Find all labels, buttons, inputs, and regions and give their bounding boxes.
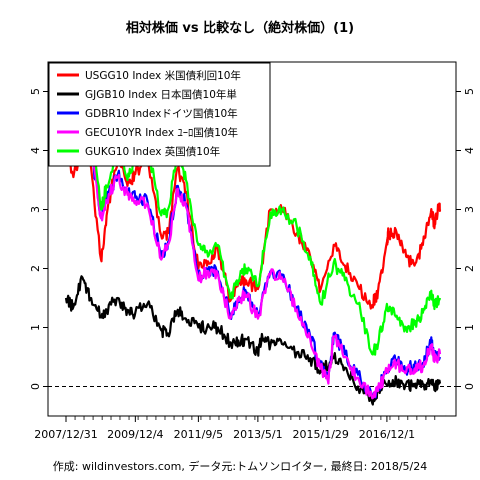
series-line [64,144,442,310]
legend-label: GDBR10 Indexドイツ国債10年 [85,107,238,120]
plot-frame [47,61,457,417]
chart-footer: 作成: wildinvestors.com, データ元:トムソンロイター, 最終… [53,459,427,473]
y-tick-label-right: 3 [463,206,476,213]
y-axis-right: 0 1 2 3 4 5 [456,88,476,390]
y-tick-label-left: 3 [29,206,42,213]
y-tick-label-right: 5 [463,88,476,95]
y-tick-label-right: 2 [463,265,476,272]
x-tick-label: 2007/12/31 [34,428,97,441]
y-tick-label-right: 4 [463,147,476,154]
y-tick-label-right: 1 [463,324,476,331]
legend-box [48,62,271,167]
x-tick-label: 2009/12/4 [107,428,163,441]
y-axis-left: 0 1 2 3 4 5 [29,88,48,390]
y-tick-label-left: 4 [29,147,42,154]
y-tick-label-left: 2 [29,265,42,272]
y-tick-label-right: 0 [463,383,476,390]
legend-label: GJGB10 Index 日本国債10年単 [85,88,237,101]
series-line [64,113,442,400]
x-tick-label: 2015/1/29 [293,428,349,441]
series-line [65,111,442,399]
y-tick-label-left: 1 [29,324,42,331]
legend-label: GECU10YR Index ﾕｰﾛ国債10年 [85,126,238,139]
x-axis: 2007/12/31 2009/12/4 2011/9/5 2013/5/1 2015/… [34,416,436,441]
x-tick-label: 2016/12/1 [359,428,415,441]
legend: USGG10 Index 米国債利回10年 GJGB10 Index 日本国債10… [48,62,271,167]
series-line [64,275,442,406]
legend-label: USGG10 Index 米国債利回10年 [85,69,241,82]
y-tick-label-left: 0 [29,383,42,390]
chart-title: 相対株価 vs 比較なし（絶対株価）(1) [126,20,354,36]
x-tick-label: 2013/5/1 [233,428,282,441]
x-tick-label: 2011/9/5 [174,428,223,441]
legend-label: GUKG10 Index 英国債10年 [85,145,220,158]
y-tick-label-left: 5 [29,88,42,95]
